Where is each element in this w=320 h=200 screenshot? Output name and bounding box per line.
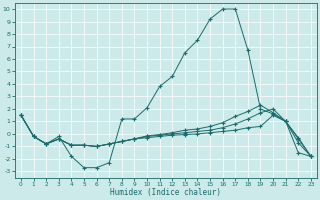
X-axis label: Humidex (Indice chaleur): Humidex (Indice chaleur) [110, 188, 221, 197]
